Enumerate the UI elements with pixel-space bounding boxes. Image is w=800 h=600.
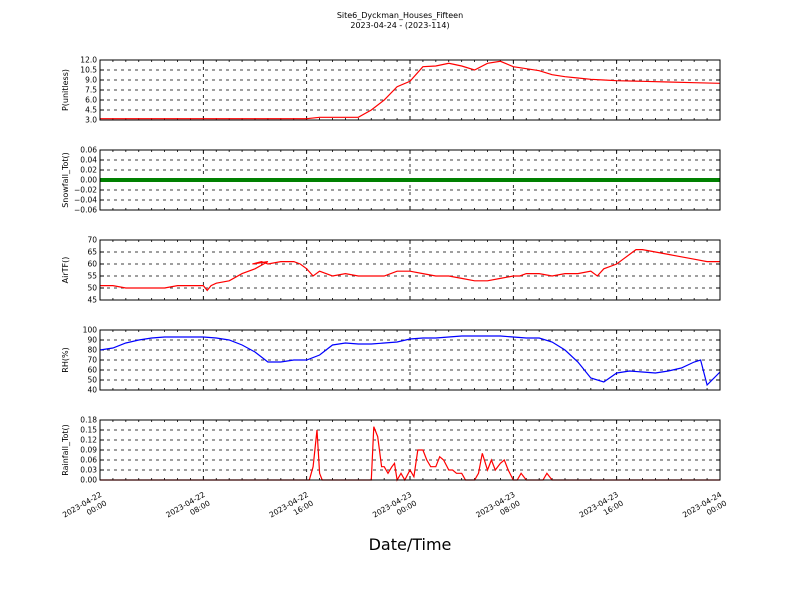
plot-frame: [99, 329, 721, 391]
y-tick-label: 65: [87, 248, 97, 257]
y-tick-label: 7.5: [85, 86, 97, 95]
series-line: [100, 249, 720, 292]
y-axis-label: Snowfall_Tot(): [61, 152, 70, 208]
y-tick-label: 0.00: [80, 476, 97, 485]
y-tick-label: 70: [87, 236, 97, 245]
y-tick-label: 40: [87, 386, 97, 395]
series-line: [99, 335, 721, 387]
y-tick-label: 0.02: [80, 166, 97, 175]
y-tick-label: 0.15: [80, 426, 97, 435]
chart-title: Site6_Dyckman_Houses_Fifteen: [337, 11, 463, 20]
plot-frame: [99, 59, 721, 121]
plot-frame: [99, 149, 721, 211]
plot-frame: [99, 239, 721, 301]
chart-subtitle: 2023-04-24 - (2023-114): [350, 21, 449, 30]
panel-5: 0.000.030.060.090.120.150.18 Rainfall_Tot…: [61, 416, 721, 485]
y-axis-label: Rainfall_Tot(): [61, 424, 70, 476]
y-tick-label: −0.06: [74, 206, 97, 215]
panels: 3.04.56.07.59.010.512.0P(unitless)−0.06−…: [61, 56, 721, 485]
y-tick-label: 0.00: [80, 176, 97, 185]
y-tick-label: 0.03: [80, 466, 97, 475]
y-tick-label: 70: [87, 356, 97, 365]
y-tick-label: −0.02: [74, 186, 97, 195]
panel-1: 3.04.56.07.59.010.512.0 P(unitless): [61, 56, 721, 125]
y-tick-label: 90: [87, 336, 97, 345]
y-tick-label: 4.5: [85, 106, 97, 115]
y-axis-label: P(unitless): [61, 69, 70, 111]
series-line: [100, 60, 721, 120]
y-axis-label: AirTF(): [61, 257, 70, 284]
y-tick-label: 0.12: [80, 436, 97, 445]
y-tick-label: 0.09: [80, 446, 97, 455]
panel-3: 45 50 55 60 65 70 AirTF(): [61, 236, 721, 305]
x-axis-label: Date/Time: [369, 535, 452, 554]
y-tick-label: 0.06: [80, 146, 97, 155]
y-tick-label: 50: [87, 284, 97, 293]
y-tick-label: 3.0: [85, 116, 97, 125]
y-tick-label: 0.18: [80, 416, 97, 425]
y-tick-label: −0.04: [74, 196, 97, 205]
plot-frame: [99, 419, 721, 481]
y-tick-label: 9.0: [85, 76, 97, 85]
y-tick-label: 60: [87, 260, 97, 269]
panel-2: −0.06−0.04−0.020.000.020.040.06 Snowfall_…: [61, 146, 721, 215]
y-tick-label: 0.04: [80, 156, 97, 165]
y-tick-label: 55: [87, 272, 97, 281]
y-tick-label: 80: [87, 346, 97, 355]
y-tick-label: 12.0: [80, 56, 97, 65]
y-tick-label: 0.06: [80, 456, 97, 465]
y-tick-label: 45: [87, 296, 97, 305]
y-tick-label: 10.5: [80, 66, 97, 75]
y-tick-label: 60: [87, 366, 97, 375]
y-axis-label: RH(%): [61, 347, 70, 372]
y-tick-label: 50: [87, 376, 97, 385]
y-tick-label: 100: [83, 326, 98, 335]
y-tick-label: 6.0: [85, 96, 97, 105]
